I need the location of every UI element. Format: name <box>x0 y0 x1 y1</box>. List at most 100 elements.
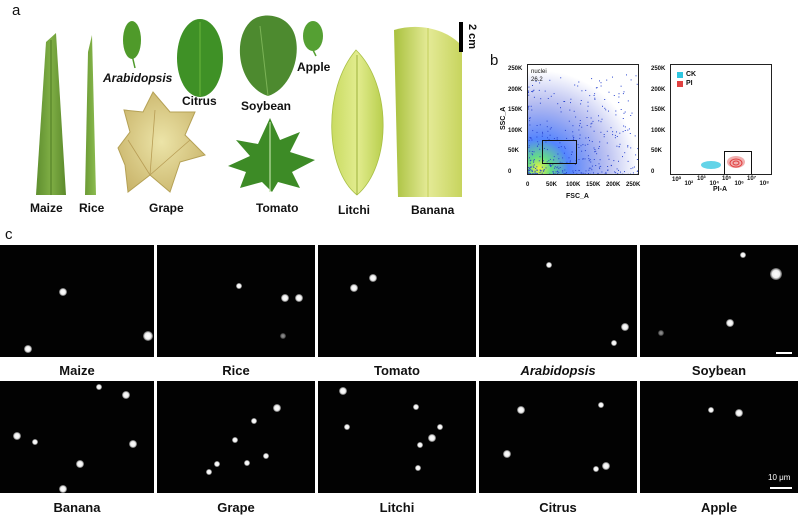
scatter-plot-fsc-ssc: nuclei 26.2 <box>527 64 639 175</box>
scatter-dot <box>545 167 547 169</box>
scatter-dot <box>547 98 549 99</box>
x-tick-label: 50K <box>546 182 558 188</box>
scatter-dot <box>631 112 633 114</box>
nucleus <box>417 442 423 448</box>
y-tick-label: 200K <box>508 86 523 93</box>
scatter-dot <box>548 138 550 140</box>
scatter-dot <box>553 93 555 95</box>
scatter-dot <box>613 160 615 162</box>
scatter-dot <box>531 91 533 92</box>
nucleus <box>503 450 511 458</box>
scatter-dot <box>535 168 537 169</box>
scatter-dot <box>538 160 540 162</box>
nucleus <box>602 462 610 470</box>
scatter-dot <box>598 146 600 147</box>
scatter-dot <box>557 166 559 168</box>
scatter-dot <box>554 166 556 168</box>
scatter-dot <box>618 102 620 103</box>
scatter-dot <box>533 159 535 161</box>
nucleus <box>546 262 552 268</box>
scatter-dot <box>577 144 579 146</box>
scatter-dot <box>581 150 583 152</box>
scatter-dot <box>543 169 545 171</box>
scatter-dot <box>600 121 602 123</box>
scatter-dot <box>593 159 595 160</box>
scatter-dot <box>549 79 551 81</box>
scatter-dot <box>618 169 619 171</box>
scatter-dot <box>579 134 581 136</box>
nucleus <box>611 340 617 346</box>
scatter-dot <box>579 120 581 121</box>
grape-label: Grape <box>149 201 184 215</box>
scatter-dot <box>579 125 580 127</box>
scatter-dot <box>594 98 596 100</box>
scatter-dot <box>531 139 533 141</box>
scatter-dot <box>548 160 550 162</box>
scatter-dot <box>528 147 530 148</box>
nucleus <box>344 424 350 430</box>
scatter-dot <box>573 137 574 139</box>
scatter-dot <box>582 144 584 146</box>
scatter-dot <box>530 137 532 139</box>
scatter-dot <box>574 84 576 86</box>
scatter-dot <box>531 171 533 172</box>
scatter-dot <box>593 147 595 149</box>
nucleus <box>59 485 67 493</box>
scatter-dot <box>588 158 590 160</box>
scatter-dot <box>555 171 557 173</box>
citrus-leaf <box>177 19 223 97</box>
scatter-dot <box>553 156 555 158</box>
scatter-dot <box>581 90 583 92</box>
scatter-dot <box>539 124 541 126</box>
scatter-dot <box>529 124 531 126</box>
scatter-dot <box>528 170 530 171</box>
scatter-dot <box>532 165 534 167</box>
scatter-dot <box>529 117 531 119</box>
scatter-dot <box>528 139 530 141</box>
scatter-dot <box>537 173 538 174</box>
maize-leaf <box>36 33 66 195</box>
nucleus <box>273 404 281 412</box>
scatter-dot <box>556 137 558 139</box>
scatter-dot <box>595 165 597 166</box>
scatter-dot <box>589 95 591 97</box>
scatter-dot <box>591 122 593 124</box>
scatter-dot <box>532 154 534 156</box>
scatter-dot <box>598 147 600 149</box>
scatter-dot <box>549 158 551 160</box>
scatter-dot <box>528 145 530 147</box>
scatter-dot <box>636 159 638 160</box>
scatter-dot <box>585 170 587 172</box>
scatter-dot <box>586 125 588 126</box>
grape-leaf <box>117 91 206 193</box>
x-tick-label: 200K <box>606 182 621 188</box>
scatter-dot <box>604 107 606 109</box>
y-tick-label: 100K <box>651 127 666 134</box>
scatter-dot <box>601 171 603 173</box>
scatter-dot <box>564 129 566 131</box>
scatter-dot <box>529 160 531 162</box>
scatter-dot <box>594 149 596 150</box>
scatter-dot <box>536 136 538 138</box>
scatter-dot <box>538 143 540 145</box>
nucleus <box>214 461 220 467</box>
soybean-label: Soybean <box>241 99 292 113</box>
y-tick-label: 150K <box>508 107 523 113</box>
scatter-dot <box>593 130 595 132</box>
micro-label-soybean: Soybean <box>691 363 747 378</box>
scatter-dot <box>549 134 551 136</box>
scatter-dot <box>563 152 565 154</box>
scatter-dot <box>587 155 589 157</box>
scatter-dot <box>557 153 559 155</box>
scatter-dot <box>536 131 538 133</box>
scatter-dot <box>613 95 615 96</box>
scatter-dot <box>578 129 580 131</box>
scatter-dot <box>529 162 531 164</box>
scatter-dot <box>549 128 551 130</box>
scatter-dot <box>600 131 602 133</box>
scatter-dot <box>634 135 636 137</box>
micro-label-citrus: Citrus <box>539 500 577 515</box>
scatter-dot <box>610 164 612 166</box>
scatter-dot <box>633 166 635 168</box>
nucleus <box>24 345 32 353</box>
